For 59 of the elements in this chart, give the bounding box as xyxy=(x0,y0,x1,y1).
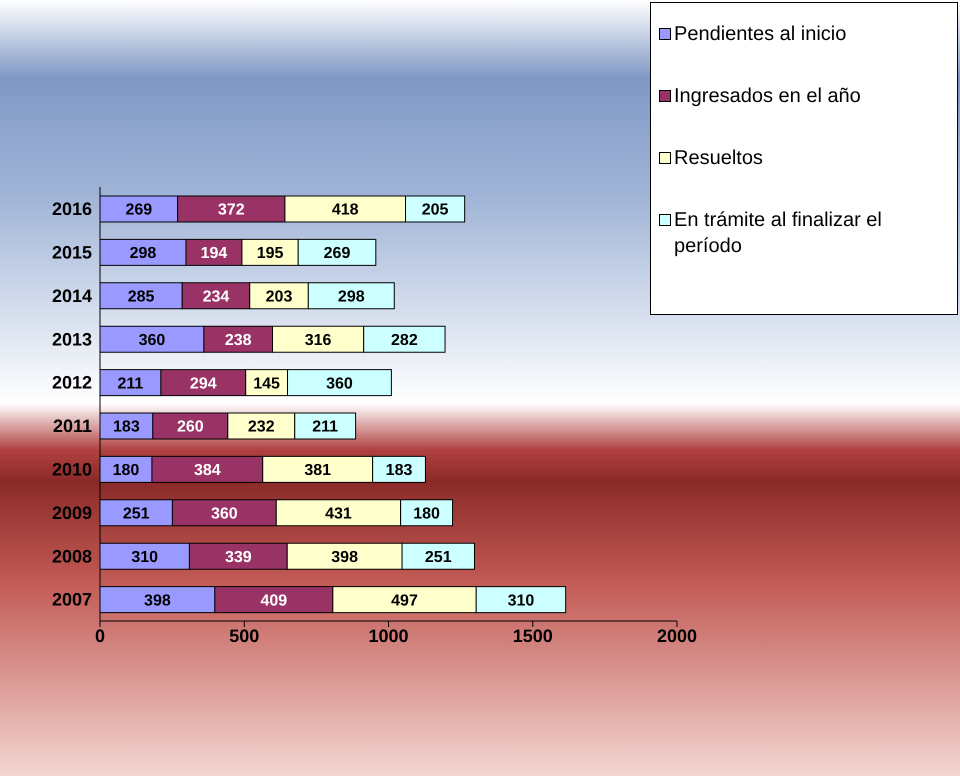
data-label: 269 xyxy=(125,202,152,219)
data-label: 360 xyxy=(138,332,166,349)
data-label: 251 xyxy=(122,505,150,522)
data-label: 384 xyxy=(194,462,221,480)
legend-label: Resueltos xyxy=(674,146,763,171)
data-label: 431 xyxy=(325,505,352,522)
data-label: 145 xyxy=(253,375,280,392)
data-label: 310 xyxy=(508,592,534,610)
data-label: 234 xyxy=(202,288,230,306)
x-tick-label: 500 xyxy=(229,626,260,646)
y-tick-label: 2012 xyxy=(52,372,92,393)
x-tick-label: 2000 xyxy=(656,626,698,646)
data-label: 418 xyxy=(332,202,359,219)
data-label: 194 xyxy=(200,245,228,262)
data-label: 269 xyxy=(324,245,350,262)
legend-label: En trámite al finalizar el período xyxy=(674,208,883,259)
data-label: 294 xyxy=(190,375,217,392)
y-tick-label: 2008 xyxy=(52,546,92,566)
data-label: 497 xyxy=(391,592,418,610)
data-label: 211 xyxy=(118,375,144,392)
data-label: 398 xyxy=(144,592,171,610)
data-label: 316 xyxy=(304,332,332,349)
data-label: 238 xyxy=(224,332,252,349)
y-tick-label: 2010 xyxy=(52,459,92,480)
y-tick-label: 2009 xyxy=(52,502,92,523)
y-tick-label: 2007 xyxy=(52,590,92,610)
data-label: 285 xyxy=(128,288,155,306)
data-label: 260 xyxy=(176,418,204,436)
y-tick-label: 2015 xyxy=(52,242,92,262)
data-label: 183 xyxy=(113,418,140,436)
data-label: 183 xyxy=(386,462,412,480)
y-tick-label: 2014 xyxy=(52,286,92,306)
data-label: 372 xyxy=(218,202,245,219)
data-label: 211 xyxy=(312,418,338,436)
data-label: 360 xyxy=(210,505,238,522)
data-label: 180 xyxy=(112,462,140,480)
x-tick-label: 1000 xyxy=(368,626,409,646)
data-label: 381 xyxy=(304,462,332,480)
data-label: 195 xyxy=(256,245,284,262)
data-label: 251 xyxy=(424,548,452,566)
data-label: 203 xyxy=(266,288,292,306)
data-label: 398 xyxy=(331,548,358,566)
y-tick-label: 2013 xyxy=(52,329,92,350)
data-label: 310 xyxy=(131,548,158,566)
x-tick-label: 0 xyxy=(94,626,106,646)
data-label: 180 xyxy=(413,505,440,522)
data-label: 282 xyxy=(391,332,418,349)
data-label: 360 xyxy=(326,375,353,392)
data-label: 298 xyxy=(130,245,156,262)
legend-label: Pendientes al inicio xyxy=(674,22,846,47)
y-tick-label: 2011 xyxy=(52,416,92,436)
legend-label: Ingresados en el año xyxy=(674,84,861,109)
data-label: 339 xyxy=(224,548,252,566)
y-tick-label: 2016 xyxy=(52,199,92,220)
data-label: 205 xyxy=(422,202,449,219)
data-label: 409 xyxy=(260,592,288,610)
data-label: 298 xyxy=(338,288,365,306)
data-label: 232 xyxy=(248,418,275,436)
x-tick-label: 1500 xyxy=(512,626,553,646)
